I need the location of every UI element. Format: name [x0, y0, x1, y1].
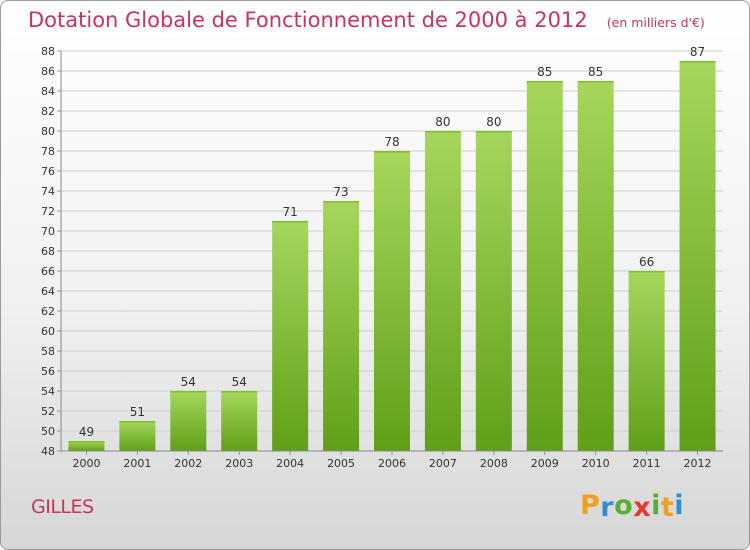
x-tick-label: 2009: [531, 457, 559, 470]
bar-value-label: 73: [333, 185, 348, 199]
x-tick-label: 2007: [429, 457, 457, 470]
bar-value-label: 80: [435, 115, 450, 129]
bar-top-edge: [424, 131, 461, 133]
y-tick-label: 48: [41, 445, 55, 458]
bar-top-edge: [475, 131, 512, 133]
y-tick-label: 76: [41, 165, 55, 178]
bar-top-edge: [577, 81, 614, 83]
x-tick-label: 2001: [123, 457, 151, 470]
logo-letter: P: [580, 490, 601, 521]
logo-letter: t: [660, 492, 675, 523]
bar-top-edge: [679, 61, 716, 63]
bar-2010: [577, 81, 614, 451]
bar-value-label: 80: [486, 115, 501, 129]
chart-unit-note: (en milliers d'€): [606, 15, 705, 30]
bar-top-edge: [526, 81, 563, 83]
x-tick-label: 2010: [582, 457, 610, 470]
x-tick-label: 2008: [480, 457, 508, 470]
bar-2009: [526, 81, 563, 451]
chart-title: Dotation Globale de Fonctionnement de 20…: [28, 8, 588, 32]
bar-value-label: 54: [181, 375, 196, 389]
bar-2008: [475, 131, 512, 451]
bar-value-label: 71: [283, 205, 298, 219]
y-tick-label: 62: [41, 305, 55, 318]
y-tick-label: 50: [41, 425, 55, 438]
bar-2007: [424, 131, 461, 451]
x-tick-label: 2006: [378, 457, 406, 470]
x-tick-label: 2012: [684, 457, 712, 470]
logo-letter: x: [633, 492, 652, 523]
bar-top-edge: [68, 441, 105, 443]
y-tick-label: 78: [41, 145, 55, 158]
bar-2003: [221, 391, 258, 451]
logo-letter: i: [674, 490, 685, 521]
bar-top-edge: [272, 221, 309, 223]
x-tick-label: 2003: [225, 457, 253, 470]
y-tick-label: 66: [41, 265, 55, 278]
bar-2005: [323, 201, 360, 451]
bar-2002: [170, 391, 207, 451]
y-tick-label: 70: [41, 225, 55, 238]
bar-value-label: 49: [79, 425, 94, 439]
y-tick-label: 88: [41, 45, 55, 58]
logo-letter: o: [614, 490, 634, 521]
bar-top-edge: [119, 421, 156, 423]
bar-value-label: 85: [588, 65, 603, 79]
y-tick-label: 80: [41, 125, 55, 138]
title-line: Dotation Globale de Fonctionnement de 20…: [28, 8, 705, 32]
y-tick-label: 52: [41, 405, 55, 418]
bar-2004: [272, 221, 309, 451]
x-tick-label: 2011: [633, 457, 661, 470]
bar-2012: [679, 61, 716, 451]
bar-top-edge: [374, 151, 410, 153]
x-tick-label: 2004: [276, 457, 304, 470]
bar-2011: [628, 271, 665, 451]
y-tick-label: 74: [41, 185, 55, 198]
y-tick-label: 58: [41, 345, 55, 358]
proxiti-logo: Proxiti: [580, 490, 685, 523]
y-tick-label: 54: [41, 385, 55, 398]
bar-value-label: 51: [130, 405, 145, 419]
commune-name: GILLES: [31, 496, 94, 518]
y-tick-label: 72: [41, 205, 55, 218]
x-tick-label: 2005: [327, 457, 355, 470]
y-tick-label: 82: [41, 105, 55, 118]
bar-value-label: 54: [232, 375, 247, 389]
bar-2001: [119, 421, 156, 451]
logo-letter: i: [651, 490, 661, 521]
y-tick-label: 64: [41, 285, 55, 298]
y-tick-label: 56: [41, 365, 55, 378]
x-tick-label: 2000: [72, 457, 100, 470]
bar-top-edge: [221, 391, 258, 393]
bar-top-edge: [170, 391, 207, 393]
y-tick-label: 60: [41, 325, 55, 338]
x-tick-label: 2002: [174, 457, 202, 470]
bar-2000: [68, 441, 105, 451]
y-tick-label: 86: [41, 65, 55, 78]
bar-value-label: 85: [537, 65, 552, 79]
logo-letter: r: [600, 492, 615, 523]
bar-value-label: 66: [639, 255, 654, 269]
bar-value-label: 78: [384, 135, 399, 149]
bar-top-edge: [628, 271, 665, 273]
y-tick-label: 84: [41, 85, 55, 98]
bar-value-label: 87: [690, 45, 705, 59]
y-tick-label: 68: [41, 245, 55, 258]
bar-top-edge: [323, 201, 360, 203]
bar-2006: [374, 151, 410, 451]
